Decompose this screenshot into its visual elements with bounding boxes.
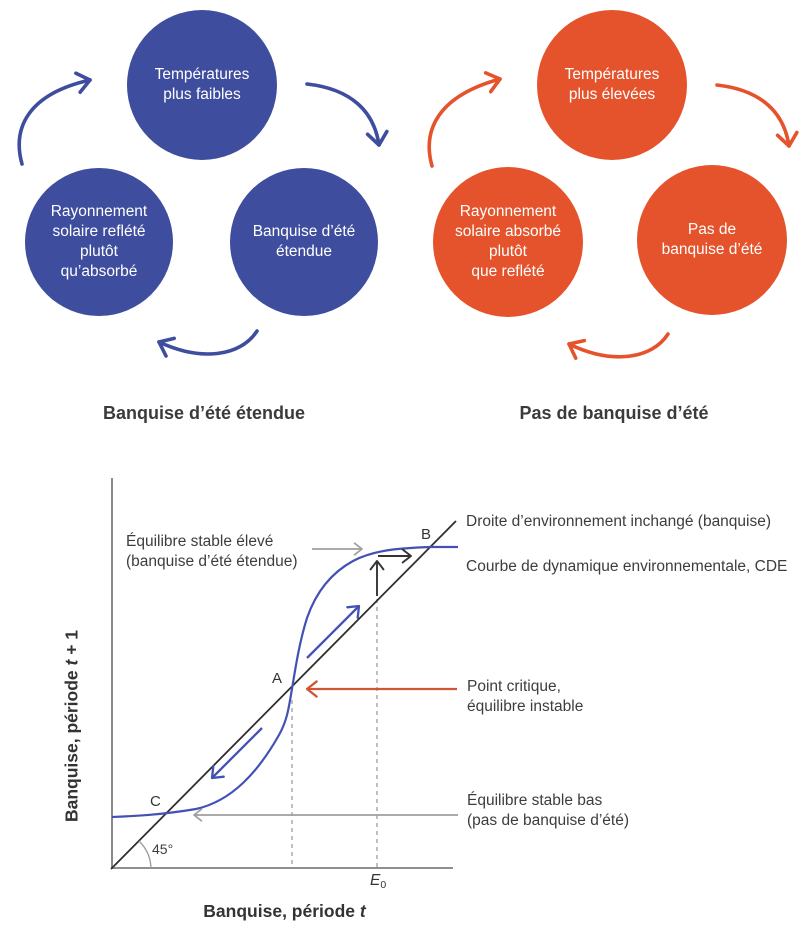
dynamics-arrow-toward-b-icon: [306, 604, 361, 659]
label-courbe-cde: Courbe de dynamique environnementale, CD…: [466, 558, 788, 575]
label-equilibre-stable-bas: Équilibre stable bas (pas de banquise d’…: [467, 792, 630, 830]
cycle-right-arrows: [427, 71, 799, 360]
circle-rayonnement-absorbe: Rayonnement solaire absorbé plutôt que r…: [433, 167, 583, 317]
feedback-arrow-up-icon: [17, 71, 92, 166]
circle-banquise-etendue: Banquise d’été étendue: [230, 168, 378, 316]
circle-text: Rayonnement solaire absorbé plutôt que r…: [455, 203, 561, 280]
x-axis-label: Banquise, période t: [203, 901, 366, 921]
feedback-arrow-right-icon: [305, 82, 389, 147]
angle-45-label: 45°: [152, 841, 174, 857]
e0-subscript: 0: [380, 879, 387, 891]
dynamics-arrow-toward-c-icon: [210, 727, 263, 780]
feedback-arrow-right-icon: [715, 83, 799, 148]
feedback-arrow-bottom-icon: [157, 329, 259, 358]
circle-temperatures-elevees: Températures plus élevées: [537, 10, 687, 160]
point-label-b: B: [421, 526, 432, 543]
label-equilibre-stable-eleve: Équilibre stable élevé (banquise d’été é…: [126, 533, 298, 571]
angle-arc-icon: [138, 840, 152, 869]
cde-curve: [111, 545, 458, 819]
tick-label-e0: E0: [370, 872, 386, 891]
cycle-left-arrows: [17, 71, 389, 358]
chart-graphics: [110, 478, 458, 870]
circle-text: Rayonnement solaire reflété plutôt qu’ab…: [50, 203, 148, 280]
circle-temperatures-faibles: Températures plus faibles: [127, 10, 277, 160]
cycle-caption-left: Banquise d’été étendue: [102, 403, 306, 423]
feedback-arrow-bottom-icon: [567, 332, 670, 360]
circle-text: Températures plus élevées: [564, 66, 660, 103]
label-droite-environnement: Droite d’environnement inchangé (banquis…: [466, 513, 772, 530]
cycle-caption-right: Pas de banquise d’été: [519, 403, 709, 423]
line-45-degrees: [110, 520, 457, 870]
label-point-critique: Point critique, équilibre instable: [467, 678, 584, 716]
circle-text: Banquise d’été étendue: [252, 223, 356, 260]
y-axis-label: Banquise, période t + 1: [61, 629, 82, 823]
point-label-c: C: [150, 793, 161, 810]
circle-rayonnement-reflete: Rayonnement solaire reflété plutôt qu’ab…: [25, 168, 173, 316]
feedback-arrow-up-icon: [427, 71, 502, 168]
circle-pas-de-banquise: Pas de banquise d’été: [637, 165, 787, 315]
point-label-a: A: [272, 670, 283, 687]
circle-text: Pas de banquise d’été: [661, 221, 763, 258]
e0-base: E: [370, 872, 381, 889]
circle-text: Températures plus faibles: [154, 66, 250, 103]
